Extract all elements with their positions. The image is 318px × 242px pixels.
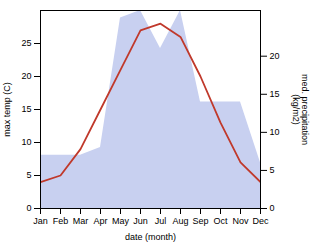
svg-text:Aug: Aug <box>172 216 188 226</box>
svg-text:20: 20 <box>270 51 280 61</box>
svg-text:Dec: Dec <box>252 216 269 226</box>
svg-text:Feb: Feb <box>53 216 69 226</box>
svg-text:10: 10 <box>21 137 31 147</box>
svg-text:15: 15 <box>270 89 280 99</box>
svg-text:Nov: Nov <box>232 216 249 226</box>
svg-text:Apr: Apr <box>93 216 107 226</box>
svg-text:max temp (C): max temp (C) <box>2 82 12 137</box>
svg-text:20: 20 <box>21 71 31 81</box>
svg-text:Jun: Jun <box>133 216 148 226</box>
svg-text:Jul: Jul <box>155 216 167 226</box>
svg-text:5: 5 <box>26 170 31 180</box>
svg-text:Sep: Sep <box>192 216 208 226</box>
svg-text:10: 10 <box>270 127 280 137</box>
svg-text:Mar: Mar <box>73 216 89 226</box>
svg-text:0: 0 <box>26 203 31 213</box>
svg-text:med. precipitation(kg/m2): med. precipitation(kg/m2) <box>291 74 310 145</box>
svg-text:date (month): date (month) <box>125 232 176 242</box>
svg-text:5: 5 <box>270 165 275 175</box>
svg-text:Jan: Jan <box>33 216 48 226</box>
svg-text:25: 25 <box>21 38 31 48</box>
svg-text:0: 0 <box>270 203 275 213</box>
svg-text:Oct: Oct <box>213 216 228 226</box>
svg-text:May: May <box>112 216 130 226</box>
svg-text:15: 15 <box>21 104 31 114</box>
